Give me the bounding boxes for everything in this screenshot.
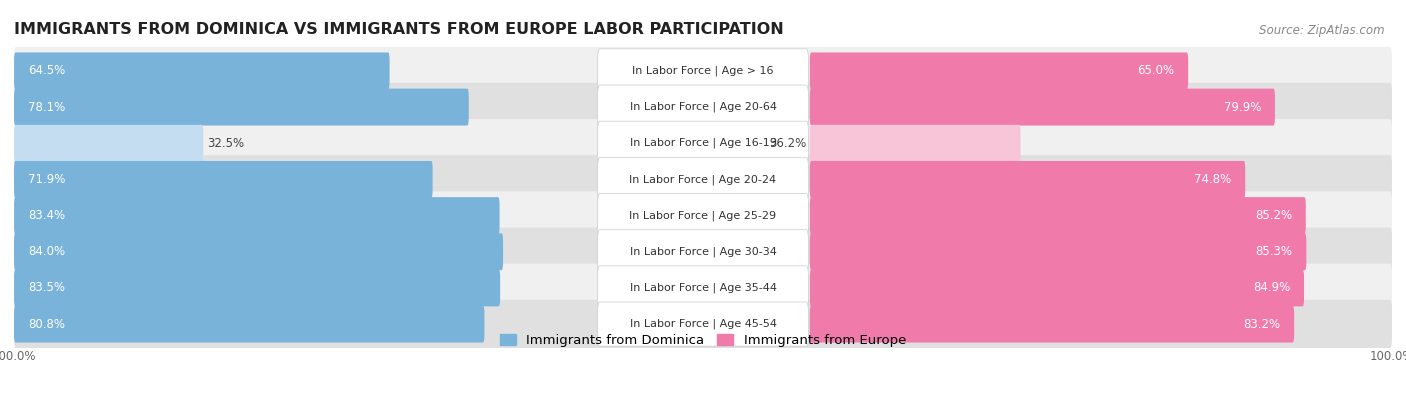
FancyBboxPatch shape xyxy=(598,266,808,310)
Text: In Labor Force | Age > 16: In Labor Force | Age > 16 xyxy=(633,66,773,76)
Text: In Labor Force | Age 20-24: In Labor Force | Age 20-24 xyxy=(630,174,776,185)
FancyBboxPatch shape xyxy=(810,125,1021,162)
FancyBboxPatch shape xyxy=(598,85,808,129)
Text: IMMIGRANTS FROM DOMINICA VS IMMIGRANTS FROM EUROPE LABOR PARTICIPATION: IMMIGRANTS FROM DOMINICA VS IMMIGRANTS F… xyxy=(14,21,783,36)
FancyBboxPatch shape xyxy=(14,155,1392,204)
FancyBboxPatch shape xyxy=(14,306,485,342)
FancyBboxPatch shape xyxy=(14,119,1392,167)
FancyBboxPatch shape xyxy=(598,49,808,93)
FancyBboxPatch shape xyxy=(810,269,1303,307)
Text: In Labor Force | Age 25-29: In Labor Force | Age 25-29 xyxy=(630,210,776,221)
FancyBboxPatch shape xyxy=(598,302,808,346)
FancyBboxPatch shape xyxy=(14,197,499,234)
FancyBboxPatch shape xyxy=(598,194,808,238)
Text: 83.4%: 83.4% xyxy=(28,209,65,222)
Text: In Labor Force | Age 20-64: In Labor Force | Age 20-64 xyxy=(630,102,776,112)
FancyBboxPatch shape xyxy=(14,161,433,198)
FancyBboxPatch shape xyxy=(14,269,501,307)
FancyBboxPatch shape xyxy=(14,233,503,270)
Text: 83.2%: 83.2% xyxy=(1243,318,1281,331)
FancyBboxPatch shape xyxy=(14,88,468,126)
Text: 65.0%: 65.0% xyxy=(1137,64,1174,77)
FancyBboxPatch shape xyxy=(810,88,1275,126)
FancyBboxPatch shape xyxy=(810,197,1306,234)
Text: 83.5%: 83.5% xyxy=(28,281,65,294)
Text: 84.0%: 84.0% xyxy=(28,245,65,258)
Text: 80.8%: 80.8% xyxy=(28,318,65,331)
FancyBboxPatch shape xyxy=(14,125,204,162)
Text: 71.9%: 71.9% xyxy=(28,173,65,186)
FancyBboxPatch shape xyxy=(810,161,1246,198)
FancyBboxPatch shape xyxy=(14,264,1392,312)
FancyBboxPatch shape xyxy=(810,53,1188,89)
Text: In Labor Force | Age 45-54: In Labor Force | Age 45-54 xyxy=(630,319,776,329)
Text: 85.2%: 85.2% xyxy=(1256,209,1292,222)
Text: 84.9%: 84.9% xyxy=(1253,281,1291,294)
Text: In Labor Force | Age 35-44: In Labor Force | Age 35-44 xyxy=(630,283,776,293)
Legend: Immigrants from Dominica, Immigrants from Europe: Immigrants from Dominica, Immigrants fro… xyxy=(499,334,907,347)
FancyBboxPatch shape xyxy=(14,83,1392,131)
FancyBboxPatch shape xyxy=(14,53,389,89)
Text: In Labor Force | Age 30-34: In Labor Force | Age 30-34 xyxy=(630,246,776,257)
FancyBboxPatch shape xyxy=(598,121,808,166)
Text: 32.5%: 32.5% xyxy=(207,137,243,150)
Text: 78.1%: 78.1% xyxy=(28,101,65,114)
FancyBboxPatch shape xyxy=(14,300,1392,348)
FancyBboxPatch shape xyxy=(14,191,1392,240)
Text: 74.8%: 74.8% xyxy=(1194,173,1232,186)
Text: Source: ZipAtlas.com: Source: ZipAtlas.com xyxy=(1260,24,1385,37)
Text: 64.5%: 64.5% xyxy=(28,64,65,77)
FancyBboxPatch shape xyxy=(810,306,1294,342)
Text: 79.9%: 79.9% xyxy=(1223,101,1261,114)
Text: 36.2%: 36.2% xyxy=(769,137,807,150)
FancyBboxPatch shape xyxy=(598,157,808,201)
FancyBboxPatch shape xyxy=(14,47,1392,95)
Text: 85.3%: 85.3% xyxy=(1256,245,1292,258)
Text: In Labor Force | Age 16-19: In Labor Force | Age 16-19 xyxy=(630,138,776,149)
FancyBboxPatch shape xyxy=(598,229,808,274)
FancyBboxPatch shape xyxy=(14,228,1392,276)
FancyBboxPatch shape xyxy=(810,233,1306,270)
